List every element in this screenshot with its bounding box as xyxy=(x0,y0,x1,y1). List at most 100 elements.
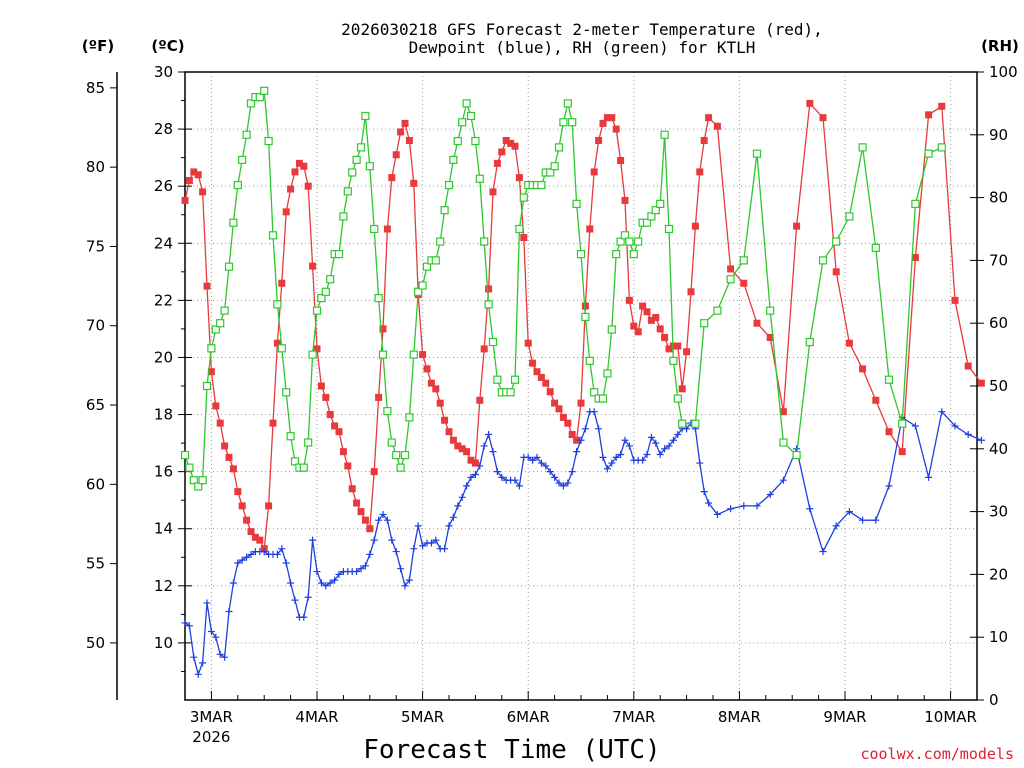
dewpoint-point xyxy=(480,442,488,450)
2-meter-temperature-point xyxy=(335,428,343,436)
series-layer xyxy=(180,86,985,678)
2-meter-temperature-point xyxy=(652,313,660,321)
dewpoint-point xyxy=(383,516,391,524)
dewpoint-point xyxy=(357,565,365,573)
rh-point xyxy=(871,243,880,252)
2-meter-temperature-point xyxy=(621,196,629,204)
rh-point xyxy=(282,388,291,397)
rh-point xyxy=(198,476,207,485)
2-meter-temperature-point xyxy=(339,448,347,456)
rh-point xyxy=(242,130,251,139)
rh-point xyxy=(444,180,454,190)
dewpoint-point xyxy=(212,633,220,641)
dewpoint-point xyxy=(287,579,295,587)
rh-point xyxy=(568,118,577,127)
2-meter-temperature-point xyxy=(278,279,286,287)
dewpoint-point xyxy=(467,473,475,481)
rh-point xyxy=(664,224,674,234)
2-meter-temperature-point xyxy=(221,442,229,450)
rh-point xyxy=(554,143,564,152)
2-meter-temperature-point xyxy=(687,288,695,296)
dewpoint-point xyxy=(221,653,229,661)
2-meter-temperature-point xyxy=(529,359,537,367)
rh-point xyxy=(348,168,357,177)
2-meter-temperature-point xyxy=(247,528,255,536)
2-meter-temperature-point xyxy=(898,448,906,456)
2-meter-temperature-point xyxy=(493,159,501,167)
x-tick-label: 3MAR xyxy=(190,708,233,726)
dewpoint-point xyxy=(537,459,545,467)
dewpoint-point xyxy=(432,536,440,544)
2-meter-temperature-point xyxy=(612,125,620,133)
dewpoint-point xyxy=(529,456,537,464)
2-meter-temperature-point xyxy=(590,168,598,176)
2-meter-temperature-point xyxy=(445,428,453,436)
2-meter-temperature-point xyxy=(599,119,607,127)
dewpoint-point xyxy=(234,559,242,567)
2-meter-temperature-point xyxy=(678,385,686,393)
rh-tick-label: 70 xyxy=(989,251,1008,269)
rh-point xyxy=(537,180,546,190)
rh-point xyxy=(453,136,462,146)
dewpoint-point xyxy=(489,448,497,456)
dewpoint-point xyxy=(361,562,369,570)
dewpoint-point xyxy=(674,431,682,439)
2-meter-temperature-point xyxy=(885,428,893,436)
2-meter-temperature-point xyxy=(643,308,651,316)
2-meter-temperature-point xyxy=(480,345,488,353)
2-meter-temperature-point xyxy=(630,322,638,330)
dewpoint-point xyxy=(951,422,959,430)
2-meter-temperature-point xyxy=(964,362,972,370)
dewpoint-point xyxy=(859,516,867,524)
dewpoint-point xyxy=(643,451,651,459)
dewpoint-point xyxy=(414,522,422,530)
2-meter-temperature-point xyxy=(727,265,735,273)
dewpoint-point xyxy=(331,576,339,584)
2-meter-temperature-point xyxy=(269,419,277,427)
rh-point xyxy=(471,136,480,146)
2-meter-temperature-point xyxy=(498,148,506,156)
dewpoint-point xyxy=(564,479,572,487)
rh-point xyxy=(378,350,388,359)
celsius-tick-label: 28 xyxy=(154,120,173,138)
dewpoint-point xyxy=(322,582,330,590)
rh-point xyxy=(220,306,229,315)
dewpoint-point xyxy=(845,508,853,516)
dewpoint-point xyxy=(419,542,427,550)
2-meter-temperature-point xyxy=(251,533,259,541)
2-meter-temperature-point xyxy=(185,176,193,184)
chart-title-line-1: 2026030218 GFS Forecast 2-meter Temperat… xyxy=(341,20,823,39)
2-meter-temperature-point xyxy=(238,502,246,510)
x-tick-label: 4MAR xyxy=(295,708,338,726)
fahrenheit-tick-label: 50 xyxy=(86,634,105,652)
2-meter-temperature-point xyxy=(573,436,581,444)
rh-point xyxy=(361,111,370,121)
rh-point xyxy=(805,337,814,347)
celsius-tick-label: 26 xyxy=(154,177,173,195)
rh-point xyxy=(321,287,330,296)
dewpoint-point xyxy=(832,522,840,530)
rh-point xyxy=(550,162,559,171)
2-meter-temperature-point xyxy=(542,379,550,387)
dewpoint-point xyxy=(700,488,708,496)
rh-point xyxy=(752,149,762,158)
2-meter-temperature-point xyxy=(665,345,673,353)
2-meter-temperature-point xyxy=(388,174,396,182)
2-meter-temperature-point xyxy=(454,442,462,450)
rh-point xyxy=(238,155,247,165)
2-meter-temperature-point xyxy=(410,179,418,187)
dewpoint-point xyxy=(581,425,589,433)
2-meter-temperature-point xyxy=(370,468,378,476)
rh-point xyxy=(559,118,568,127)
dewpoint-point xyxy=(779,476,787,484)
dewpoint-point xyxy=(542,462,550,470)
rh-point xyxy=(260,86,269,95)
dewpoint-point xyxy=(291,596,299,604)
rh-point xyxy=(603,369,612,378)
2-meter-temperature-point xyxy=(304,182,312,190)
2-meter-temperature-point xyxy=(845,339,853,347)
axes: 1012141618202224262830505560657075808501… xyxy=(86,63,1018,746)
2-meter-temperature-point xyxy=(243,516,251,524)
2-meter-temperature-point xyxy=(309,262,317,270)
2-meter-temperature-point xyxy=(515,174,523,182)
